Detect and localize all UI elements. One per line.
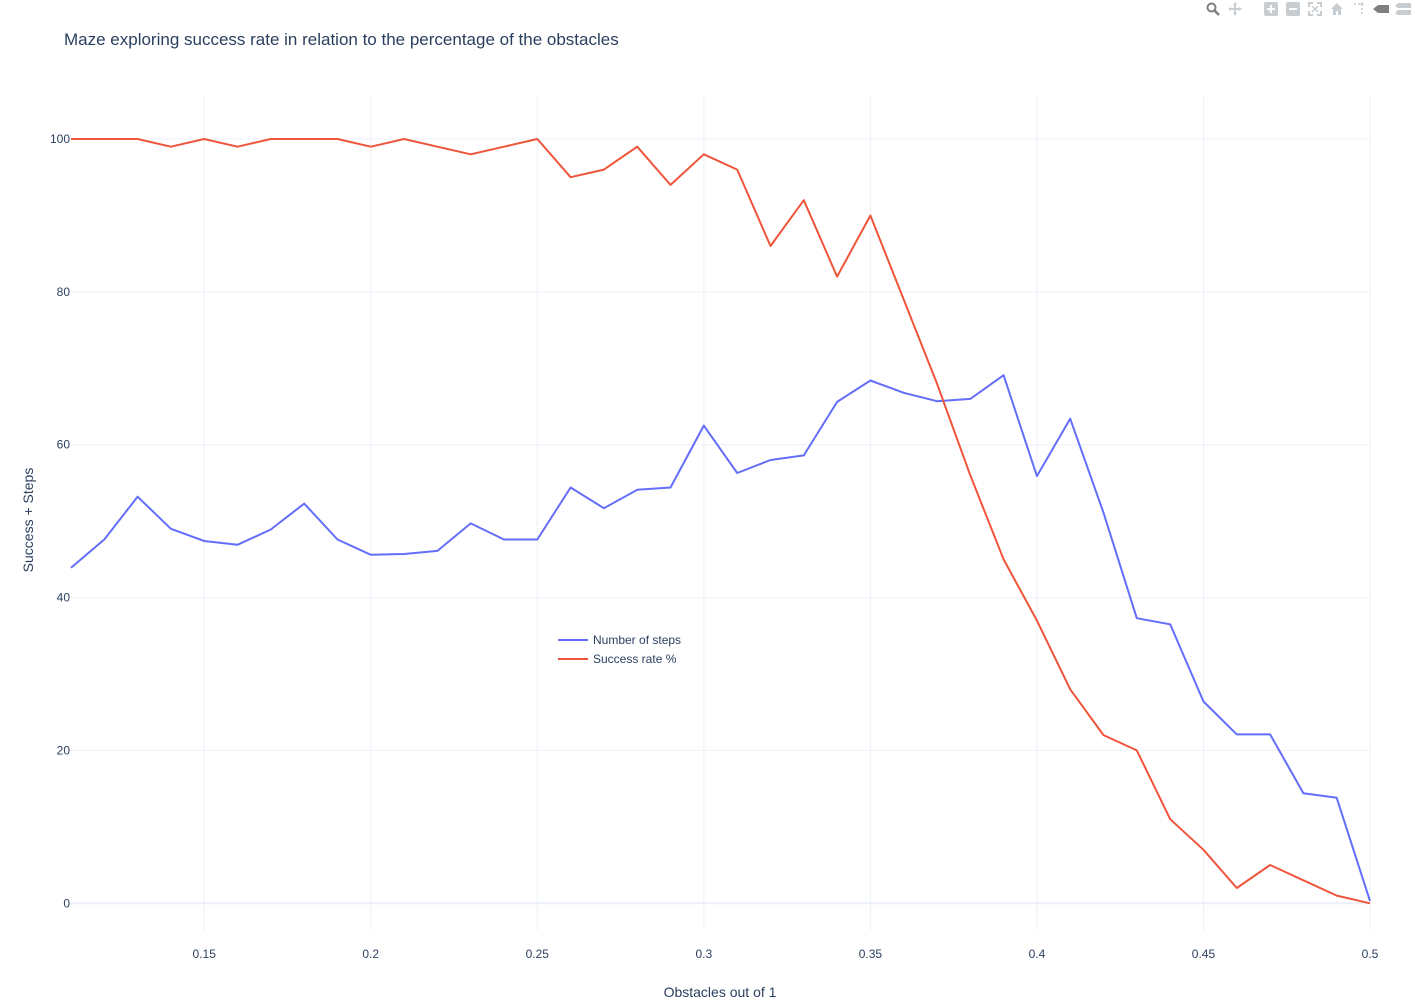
x-tick-label: 0.4: [1029, 947, 1046, 961]
autoscale-icon[interactable]: [1307, 1, 1323, 17]
chart-title: Maze exploring success rate in relation …: [64, 30, 619, 49]
y-tick-labels: 0 20 40 60 80 100: [50, 132, 70, 910]
hover-closest-icon[interactable]: [1373, 1, 1389, 17]
legend-label: Number of steps: [593, 633, 681, 647]
y-tick-label: 60: [57, 438, 71, 452]
hover-compare-icon[interactable]: [1395, 1, 1411, 17]
y-axis-label: Success + Steps: [20, 468, 36, 573]
zoom-icon[interactable]: [1205, 1, 1221, 17]
legend: Number of steps Success rate %: [558, 633, 681, 666]
pan-icon[interactable]: [1227, 1, 1243, 17]
reset-axes-icon[interactable]: [1329, 1, 1345, 17]
legend-label: Success rate %: [593, 652, 677, 666]
x-tick-label: 0.25: [526, 947, 550, 961]
x-tick-label: 0.15: [193, 947, 217, 961]
x-tick-label: 0.35: [859, 947, 883, 961]
series-line-number-of-steps: [70, 374, 1371, 902]
x-tick-label: 0.3: [696, 947, 713, 961]
x-tick-labels: 0.15 0.2 0.25 0.3 0.35 0.4 0.45 0.5: [193, 947, 1379, 961]
y-tick-label: 20: [57, 743, 71, 757]
y-gridlines: [71, 138, 1370, 751]
y-tick-label: 0: [63, 896, 70, 910]
zoom-in-icon[interactable]: [1263, 1, 1279, 17]
y-tick-label: 100: [50, 132, 70, 146]
zoom-out-icon[interactable]: [1285, 1, 1301, 17]
x-axis-label: Obstacles out of 1: [664, 984, 777, 1000]
spike-lines-icon[interactable]: [1351, 1, 1367, 17]
y-tick-label: 80: [57, 285, 71, 299]
series-lines: [70, 138, 1371, 905]
y-tick-label: 40: [57, 591, 71, 605]
x-tick-label: 0.45: [1192, 947, 1216, 961]
modebar: [1201, 0, 1415, 18]
series-line-success-rate: [71, 138, 1371, 905]
x-tick-label: 0.5: [1362, 947, 1379, 961]
x-gridlines: [203, 97, 1371, 930]
x-tick-label: 0.2: [362, 947, 379, 961]
